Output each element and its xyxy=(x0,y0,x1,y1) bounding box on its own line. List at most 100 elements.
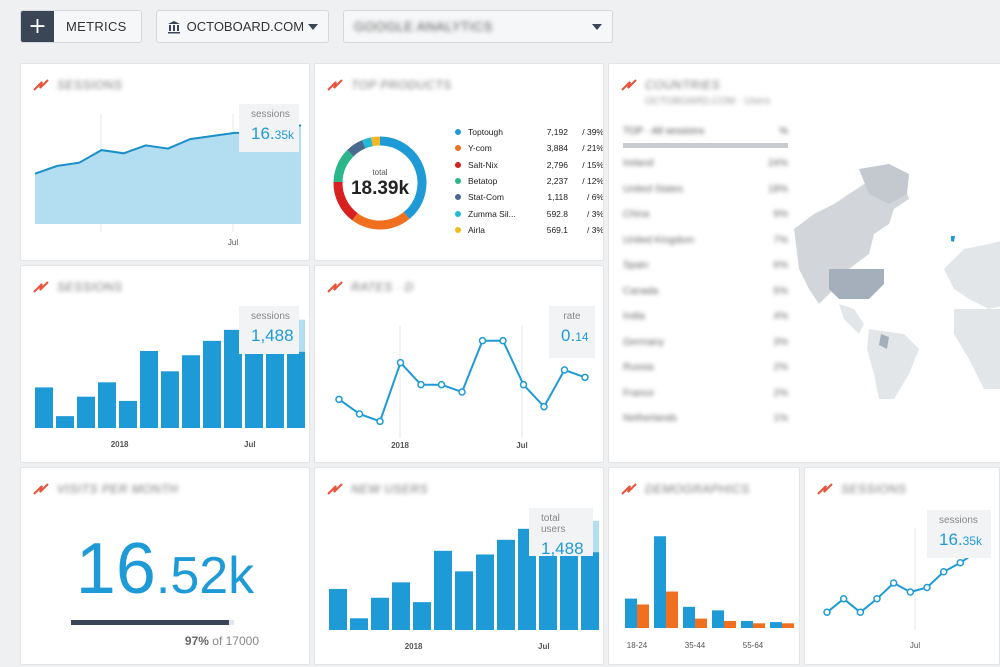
sessions-point xyxy=(889,579,898,587)
bar xyxy=(350,618,368,630)
value-number: 16.35k xyxy=(251,124,294,143)
legend-name: Airla xyxy=(468,224,486,235)
legend-percent: / 15% xyxy=(582,159,604,170)
rate-point xyxy=(417,380,425,389)
value-label: sessions xyxy=(251,311,290,322)
bar xyxy=(56,416,74,428)
x-tick-label: Jul xyxy=(228,238,238,247)
country-row[interactable]: United States 18% xyxy=(623,183,788,195)
legend-percent: / 6% xyxy=(586,192,604,203)
world-map[interactable] xyxy=(789,159,1000,399)
card-title: NEW USERS xyxy=(351,482,429,496)
bar xyxy=(203,340,221,428)
rate-line-card[interactable]: RATES · D 2018 Jul rate 0.14 xyxy=(314,265,604,463)
x-tick-label: 18-24 xyxy=(627,641,648,650)
bar xyxy=(35,387,53,428)
goal-progress-bar xyxy=(71,620,234,625)
bar-male xyxy=(741,620,753,628)
country-row[interactable]: China 9% xyxy=(623,209,788,220)
country-row[interactable]: United Kingdom 7% xyxy=(623,234,788,246)
sessions-line-card[interactable]: SESSIONS Jul sessions 16.35k xyxy=(804,467,1000,665)
new-users-card[interactable]: NEW USERS 2018 Jul total users 1,488 xyxy=(314,467,604,665)
country-row[interactable]: Canada 5% xyxy=(623,285,788,297)
europe-shape xyxy=(944,241,1000,309)
donut-slice xyxy=(379,136,427,220)
bar-male xyxy=(770,622,782,628)
rate-point xyxy=(396,358,405,367)
add-metrics-button[interactable]: + METRICS xyxy=(20,10,142,43)
ireland-shape xyxy=(951,236,955,242)
country-row[interactable]: Russia 2% xyxy=(623,362,788,373)
bar-female xyxy=(637,604,649,628)
bar xyxy=(245,351,263,428)
legend-value: 569.1 xyxy=(546,224,568,235)
central-america-shape xyxy=(839,304,864,334)
legend-value: 1,118 xyxy=(547,192,568,203)
legend-item[interactable]: Zumma Sil... 592.8 / 3% xyxy=(455,205,603,221)
rate-point xyxy=(376,417,384,426)
legend-item[interactable]: Y-com 3,884 / 21% xyxy=(455,140,603,156)
bar xyxy=(497,539,515,630)
colombia-shape xyxy=(879,334,889,349)
octoboard-logo-icon xyxy=(327,79,343,91)
legend-item[interactable]: Salt-Nix 2,796 / 15% xyxy=(455,157,604,173)
area-fill xyxy=(35,125,301,224)
card-title: TOP PRODUCTS xyxy=(351,78,452,92)
bar xyxy=(539,552,557,630)
rate-point xyxy=(519,380,528,389)
legend-percent: / 3% xyxy=(586,224,604,235)
country-row[interactable]: Ireland 24% xyxy=(623,158,788,169)
sessions-point xyxy=(856,608,865,616)
octoboard-logo-icon xyxy=(33,281,49,293)
goal-progress-text: 97% of 17000 xyxy=(184,634,259,648)
countries-card[interactable]: COUNTRIES OCTOBOARD.COM · Users TOP · Al… xyxy=(608,63,1000,463)
legend-item[interactable]: Betatop 2,237 / 12% xyxy=(455,173,603,189)
x-tick-label: Jul xyxy=(910,641,920,650)
country-row[interactable]: France 2% xyxy=(623,387,788,399)
legend-name: Y-com xyxy=(468,143,492,154)
bar xyxy=(455,571,473,630)
top-products-legend: Toptough 7,192 / 39% Y-com 3,884 / 21% Salt-Ni… xyxy=(455,124,604,238)
bar xyxy=(434,550,452,630)
source-dropdown[interactable]: OCTOBOARD.COM xyxy=(155,10,330,43)
donut-slice xyxy=(333,181,358,221)
sessions-area-card[interactable]: SESSIONS Jul sessions 16.35k xyxy=(20,63,310,261)
new-users-chart: 2018 Jul xyxy=(329,520,599,651)
top-products-card[interactable]: TOP PRODUCTS total 18.39k Toptough 7,192 /… xyxy=(314,63,604,261)
sessions-area-chart: Jul xyxy=(34,114,302,247)
card-header: SESSIONS xyxy=(33,280,122,294)
legend-dot xyxy=(455,161,461,168)
bar xyxy=(119,400,137,428)
account-dropdown[interactable]: GOOGLE ANALYTICS xyxy=(343,10,614,43)
rate-point xyxy=(581,373,589,382)
rate-line-chart: 2018 Jul xyxy=(335,326,589,450)
demographics-card[interactable]: DEMOGRAPHICS 18-24 35-44 55-64 xyxy=(608,467,800,665)
bar xyxy=(560,552,578,630)
legend-name: Betatop xyxy=(468,176,498,187)
bank-icon xyxy=(167,20,180,33)
visits-per-month-card[interactable]: VISITS PER MONTH 16.52k 97% of 17000 xyxy=(20,467,310,665)
card-title: DEMOGRAPHICS xyxy=(645,482,750,496)
octoboard-logo-icon xyxy=(817,483,833,495)
sessions-bar-card[interactable]: SESSIONS 2018 Jul sessions 1,488 xyxy=(20,265,310,463)
country-row[interactable]: Germany 3% xyxy=(623,336,788,348)
country-row[interactable]: Spain 6% xyxy=(623,260,788,271)
toolbar: + METRICS OCTOBOARD.COM GOOGLE ANALYTICS xyxy=(20,10,614,43)
sessions-point xyxy=(923,583,931,592)
rate-point xyxy=(560,366,569,374)
country-row[interactable]: Netherlands 1% xyxy=(623,413,788,424)
legend-item[interactable]: Stat-Com 1,118 / 6% xyxy=(455,189,604,205)
country-bar xyxy=(623,143,788,148)
legend-item[interactable]: Airla 569.1 / 3% xyxy=(455,222,604,238)
country-row[interactable]: India 4% xyxy=(623,311,788,322)
sessions-bar-chart: 2018 Jul xyxy=(35,319,305,449)
card-header: TOP PRODUCTS xyxy=(327,78,452,92)
greenland-shape xyxy=(859,164,909,204)
octoboard-logo-icon xyxy=(621,79,637,91)
card-header: VISITS PER MONTH xyxy=(33,482,178,496)
octoboard-logo-icon xyxy=(621,483,637,495)
x-tick-label: Jul xyxy=(516,441,528,450)
rate-value-box: rate 0.14 xyxy=(549,306,595,358)
legend-item[interactable]: Toptough 7,192 / 39% xyxy=(455,124,603,140)
usa-shape xyxy=(829,269,884,299)
